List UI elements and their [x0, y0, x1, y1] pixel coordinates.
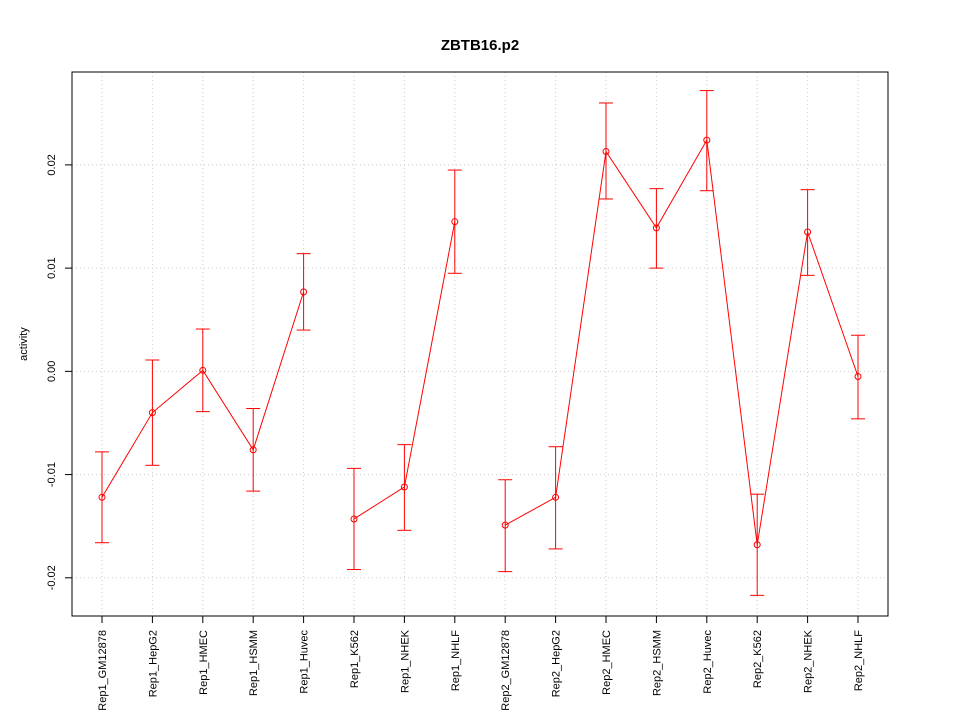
- data-point: [552, 493, 560, 501]
- x-tick-label: Rep1_NHLF: [450, 630, 462, 691]
- x-tick-label: Rep2_GM12878: [500, 630, 512, 711]
- y-tick-label: 0.01: [46, 257, 58, 278]
- y-tick-label: 0.02: [46, 154, 58, 175]
- x-tick-label: Rep1_NHEK: [399, 629, 411, 693]
- x-tick-label: Rep1_GM12878: [97, 630, 109, 711]
- x-tick-label: Rep2_Huvec: [702, 630, 714, 694]
- data-point: [703, 136, 711, 144]
- data-point: [652, 224, 660, 232]
- series-line: [504, 138, 859, 545]
- grid-lines: [72, 72, 888, 616]
- data-point: [199, 366, 207, 374]
- y-axis: -0.02 -0.01 0.00 0.01 0.02: [46, 154, 72, 590]
- data-point: [98, 493, 106, 501]
- y-axis-label: activity: [18, 327, 30, 361]
- chart-title: ZBTB16.p2: [441, 37, 519, 54]
- data-point: [602, 147, 610, 155]
- x-tick-label: Rep2_HepG2: [551, 630, 563, 697]
- data-point: [804, 228, 812, 236]
- x-tick-label: Rep2_NHEK: [803, 629, 815, 693]
- data-point: [451, 218, 459, 226]
- y-tick-label: -0.02: [46, 565, 58, 590]
- data-point: [854, 373, 862, 381]
- x-tick-label: Rep1_HSMM: [248, 630, 260, 696]
- x-axis: Rep1_GM12878 Rep1_HepG2 Rep1_HMEC Rep1_HSMM…: [97, 616, 865, 711]
- data-point: [753, 541, 761, 549]
- y-tick-label: -0.01: [46, 462, 58, 487]
- x-tick-label: Rep1_Huvec: [299, 630, 311, 694]
- data-point: [300, 288, 308, 296]
- x-tick-label: Rep2_K562: [752, 630, 764, 688]
- y-tick-label: 0.00: [46, 361, 58, 382]
- data-point: [148, 409, 156, 417]
- x-tick-label: Rep1_HepG2: [147, 630, 159, 697]
- series-group: [95, 90, 865, 596]
- data-point: [501, 521, 509, 529]
- x-tick-label: Rep2_HSMM: [651, 630, 663, 696]
- data-point: [350, 515, 358, 523]
- data-point: [249, 446, 257, 454]
- x-tick-label: Rep2_NHLF: [853, 630, 865, 691]
- data-point: [400, 483, 408, 491]
- plot-frame: [71, 71, 889, 617]
- x-tick-label: Rep1_K562: [349, 630, 361, 688]
- x-tick-label: Rep1_HMEC: [198, 630, 210, 695]
- x-tick-label: Rep2_HMEC: [601, 630, 613, 695]
